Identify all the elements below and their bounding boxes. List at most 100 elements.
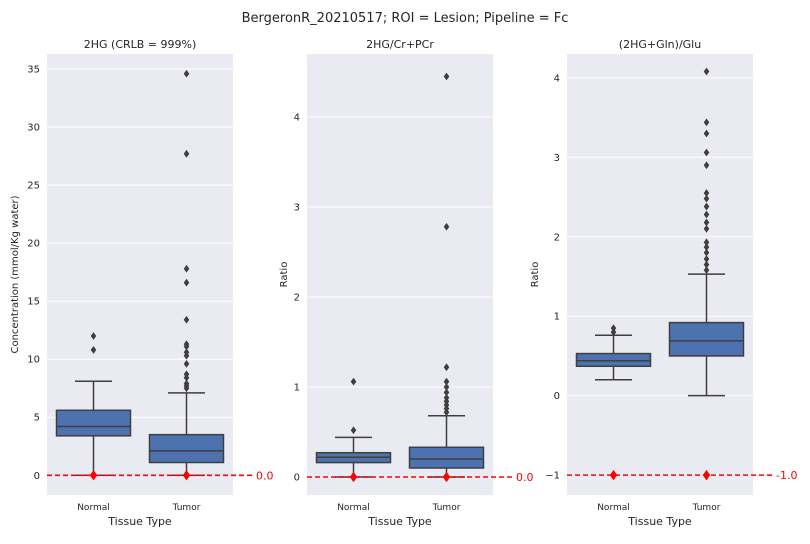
outlier-point — [703, 248, 710, 257]
iqr-box — [668, 321, 745, 357]
outlier-point — [443, 377, 450, 386]
outlier-point — [183, 348, 190, 357]
y-tick-label: 20 — [27, 239, 40, 250]
outlier-point — [183, 264, 190, 273]
figure-title: BergeronR_20210517; ROI = Lesion; Pipeli… — [242, 11, 569, 26]
iqr-box — [408, 446, 485, 469]
outlier-point — [703, 238, 710, 247]
y-tick-label: 2 — [554, 232, 560, 243]
outlier-point — [183, 359, 190, 368]
box-tumor — [408, 72, 485, 478]
outlier-point — [703, 255, 710, 263]
outlier-point — [183, 379, 190, 388]
outlier-point — [703, 260, 710, 269]
outlier-point — [703, 118, 710, 127]
y-tick-label: 0 — [554, 391, 560, 402]
subplot-title: 2HG/Cr+PCr — [366, 38, 434, 51]
x-tick-label: Normal — [77, 503, 110, 513]
reference-marker — [349, 471, 358, 483]
box-tumor — [148, 69, 225, 477]
y-axis-label: Ratio — [530, 262, 541, 288]
iqr-box — [55, 409, 132, 437]
y-tick-label: 4 — [554, 73, 560, 84]
y-tick-label: 4 — [294, 113, 300, 124]
reference-marker — [182, 470, 191, 481]
box-normal — [575, 324, 652, 381]
y-axis-label: Concentration (mmol/Kg water) — [10, 195, 21, 353]
plot-area — [567, 54, 753, 495]
outlier-point — [703, 202, 710, 211]
y-axis-label: Ratio — [279, 262, 290, 288]
outlier-point — [610, 324, 617, 333]
y-tick-label: 5 — [34, 413, 40, 424]
box-normal — [55, 332, 132, 477]
y-tick-label: 35 — [27, 65, 40, 76]
outlier-point — [183, 315, 190, 324]
y-tick-label: −1 — [545, 471, 560, 482]
x-axis-label: Tissue Type — [107, 515, 172, 528]
subplot-2: 0 1 2 3 4 2HG/Cr+PCr Tissue Type Ratio Normal Tum… — [279, 38, 534, 528]
x-tick-label: Tumor — [432, 503, 461, 513]
box-tumor — [668, 67, 745, 397]
plot-area — [307, 54, 493, 495]
outlier-point — [183, 69, 190, 78]
outlier-point — [90, 346, 97, 354]
x-axis-label: Tissue Type — [367, 515, 432, 528]
subplot-1: 0 5 10 15 20 25 30 35 2HG (CRLB = 999%) Tissue Ty… — [10, 38, 274, 528]
iqr-box — [148, 433, 225, 464]
outlier-point — [443, 72, 450, 81]
reference-line-label: -1.0 — [776, 469, 797, 482]
y-tick-label: 15 — [27, 297, 40, 308]
reference-marker — [702, 469, 711, 481]
reference-marker — [442, 471, 451, 483]
x-axis-label: Tissue Type — [627, 515, 692, 528]
y-tick-label: 1 — [554, 312, 560, 323]
outlier-point — [183, 370, 190, 379]
reference-marker — [609, 469, 618, 481]
outlier-point — [610, 328, 617, 336]
outlier-point — [443, 363, 450, 372]
outlier-point — [350, 426, 357, 435]
outlier-point — [703, 129, 710, 138]
y-tick-label: 1 — [294, 383, 300, 394]
x-tick-label: Tumor — [172, 503, 201, 513]
outlier-point — [703, 67, 710, 76]
subplot-3: −1 0 1 2 3 4 (2HG+Gln)/Glu Tissue Type Ratio Norm… — [530, 38, 797, 528]
outlier-point — [703, 194, 710, 203]
outlier-point — [703, 148, 710, 157]
outlier-point — [443, 388, 450, 397]
outlier-point — [183, 340, 190, 349]
outlier-point — [443, 393, 450, 402]
x-tick-label: Tumor — [692, 503, 721, 513]
outlier-point — [703, 218, 710, 227]
y-tick-label: 30 — [27, 123, 40, 134]
y-tick-label: 25 — [27, 181, 40, 192]
reference-line-label: 0.0 — [256, 469, 274, 482]
outlier-point — [703, 266, 710, 275]
y-tick-label: 3 — [554, 153, 560, 164]
outlier-point — [703, 243, 710, 251]
outlier-point — [443, 222, 450, 231]
iqr-box — [575, 352, 652, 368]
outlier-point — [350, 377, 357, 386]
outlier-point — [183, 149, 190, 158]
outlier-point — [703, 224, 710, 233]
outlier-point — [183, 278, 190, 287]
y-tick-label: 2 — [294, 293, 300, 304]
subplot-title: 2HG (CRLB = 999%) — [84, 38, 197, 51]
outlier-point — [703, 210, 710, 219]
outlier-point — [443, 383, 450, 391]
outlier-point — [703, 161, 710, 170]
y-tick-label: 10 — [27, 355, 40, 366]
subplot-title: (2HG+Gln)/Glu — [619, 38, 701, 51]
y-tick-label: 0 — [34, 471, 40, 482]
y-tick-label: 3 — [294, 203, 300, 214]
x-tick-label: Normal — [597, 503, 630, 513]
x-tick-label: Normal — [337, 503, 370, 513]
outlier-point — [703, 189, 710, 197]
y-tick-label: 0 — [294, 473, 300, 484]
reference-line-label: 0.0 — [516, 471, 534, 484]
outlier-point — [90, 332, 97, 340]
reference-marker — [89, 470, 98, 481]
